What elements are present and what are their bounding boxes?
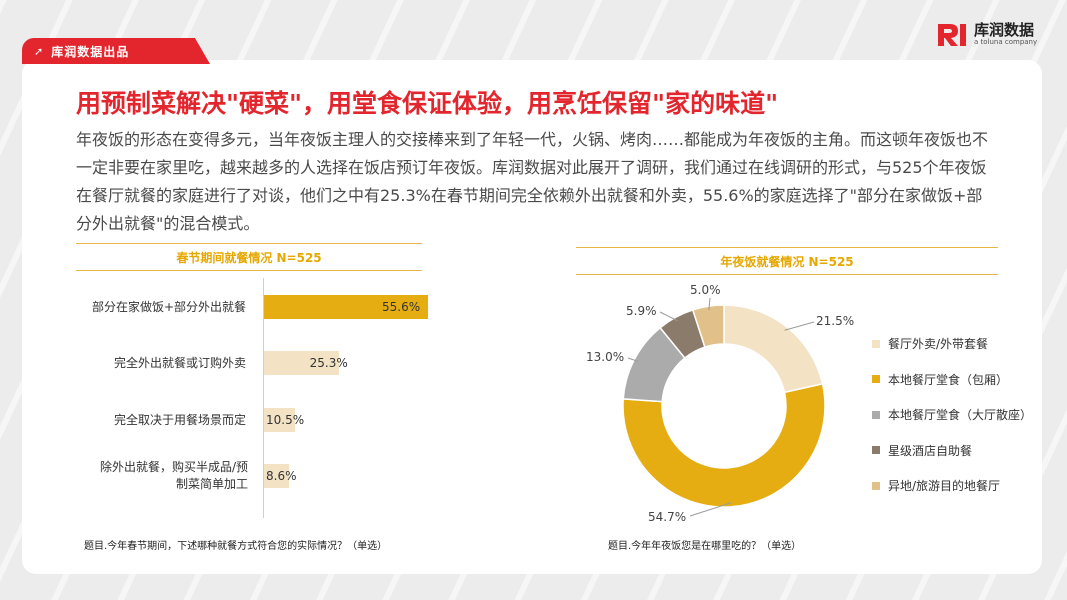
legend-item: 本地餐厅堂食（包厢）	[872, 362, 1032, 398]
bar	[264, 464, 290, 488]
legend-item: 餐厅外卖/外带套餐	[872, 326, 1032, 362]
bar-category-label: 部分在家做饭+部分外出就餐	[91, 299, 246, 314]
publisher-tag-text: 库润数据出品	[51, 44, 130, 59]
bar-chart-axis	[263, 278, 264, 518]
bar-value-label: 8.6%	[266, 469, 297, 483]
logo-mark-icon	[936, 22, 968, 48]
publisher-tag: ➚ 库润数据出品	[22, 38, 210, 64]
legend-swatch	[872, 375, 880, 384]
bar-row: 部分在家做饭+部分外出就餐 55.6%	[76, 287, 456, 327]
legend-swatch	[872, 481, 880, 490]
donut-chart-question: 题目.今年年夜饭您是在哪里吃的？（单选）	[608, 541, 802, 552]
legend-swatch	[872, 410, 880, 419]
bar	[264, 351, 339, 375]
legend-label: 异地/旅游目的地餐厅	[888, 479, 1001, 494]
legend-label: 本地餐厅堂食（包厢）	[888, 372, 1009, 387]
legend-label: 餐厅外卖/外带套餐	[888, 337, 989, 352]
bar	[264, 295, 428, 319]
bar-row: 完全外出就餐或订购外卖 25.3%	[76, 343, 456, 383]
legend-item: 本地餐厅堂食（大厅散座）	[872, 397, 1032, 433]
bar-chart-question: 题目.今年春节期间，下述哪种就餐方式符合您的实际情况？（单选）	[84, 541, 388, 552]
legend-swatch	[872, 339, 880, 348]
brand-logo: 库润数据 a toluna company	[936, 22, 1037, 48]
legend-item: 异地/旅游目的地餐厅	[872, 468, 1032, 504]
donut-chart-heading: 年夜饭就餐情况 N=525	[576, 247, 998, 275]
bar-value-label: 25.3%	[309, 356, 348, 370]
legend-swatch	[872, 446, 880, 455]
legend-label: 本地餐厅堂食（大厅散座）	[888, 408, 1033, 423]
bar-value-label: 10.5%	[266, 413, 305, 427]
legend-label: 星级酒店自助餐	[888, 443, 973, 458]
page-title: 用预制菜解决"硬菜"，用堂食保证体验，用烹饪保留"家的味道"	[76, 89, 779, 118]
donut-legend: 餐厅外卖/外带套餐本地餐厅堂食（包厢） 本地餐厅堂食（大厅散座） 星级酒店自助餐异地…	[872, 326, 1032, 504]
bar-row: 完全取决于用餐场景而定 10.5%	[76, 400, 456, 440]
arrow-icon: ➚	[34, 44, 44, 58]
bar-category-label: 除外出就餐，购买半成品/预制菜简单加工	[99, 460, 248, 491]
donut-value-label: 54.7%	[648, 510, 687, 524]
donut-value-label: 13.0%	[586, 350, 625, 364]
donut-value-label: 21.5%	[816, 314, 855, 328]
bar	[264, 408, 295, 432]
bar-category-label: 完全外出就餐或订购外卖	[113, 355, 246, 370]
bar-chart-heading: 春节期间就餐情况 N=525	[76, 243, 422, 271]
donut-value-label: 5.9%	[626, 304, 657, 318]
brand-subtitle: a toluna company	[974, 38, 1038, 46]
intro-paragraph: 年夜饭的形态在变得多元，当年夜饭主理人的交接棒来到了年轻一代，火锅、烤肉……都能…	[76, 130, 989, 233]
bar-category-label: 完全取决于用餐场景而定	[113, 412, 246, 427]
bar-row: 除外出就餐，购买半成品/预制菜简单加工 8.6%	[76, 456, 456, 496]
bar-value-label: 55.6%	[382, 300, 421, 314]
legend-item: 星级酒店自助餐	[872, 433, 1032, 469]
brand-name: 库润数据	[974, 21, 1035, 39]
donut-value-label: 5.0%	[690, 283, 721, 297]
